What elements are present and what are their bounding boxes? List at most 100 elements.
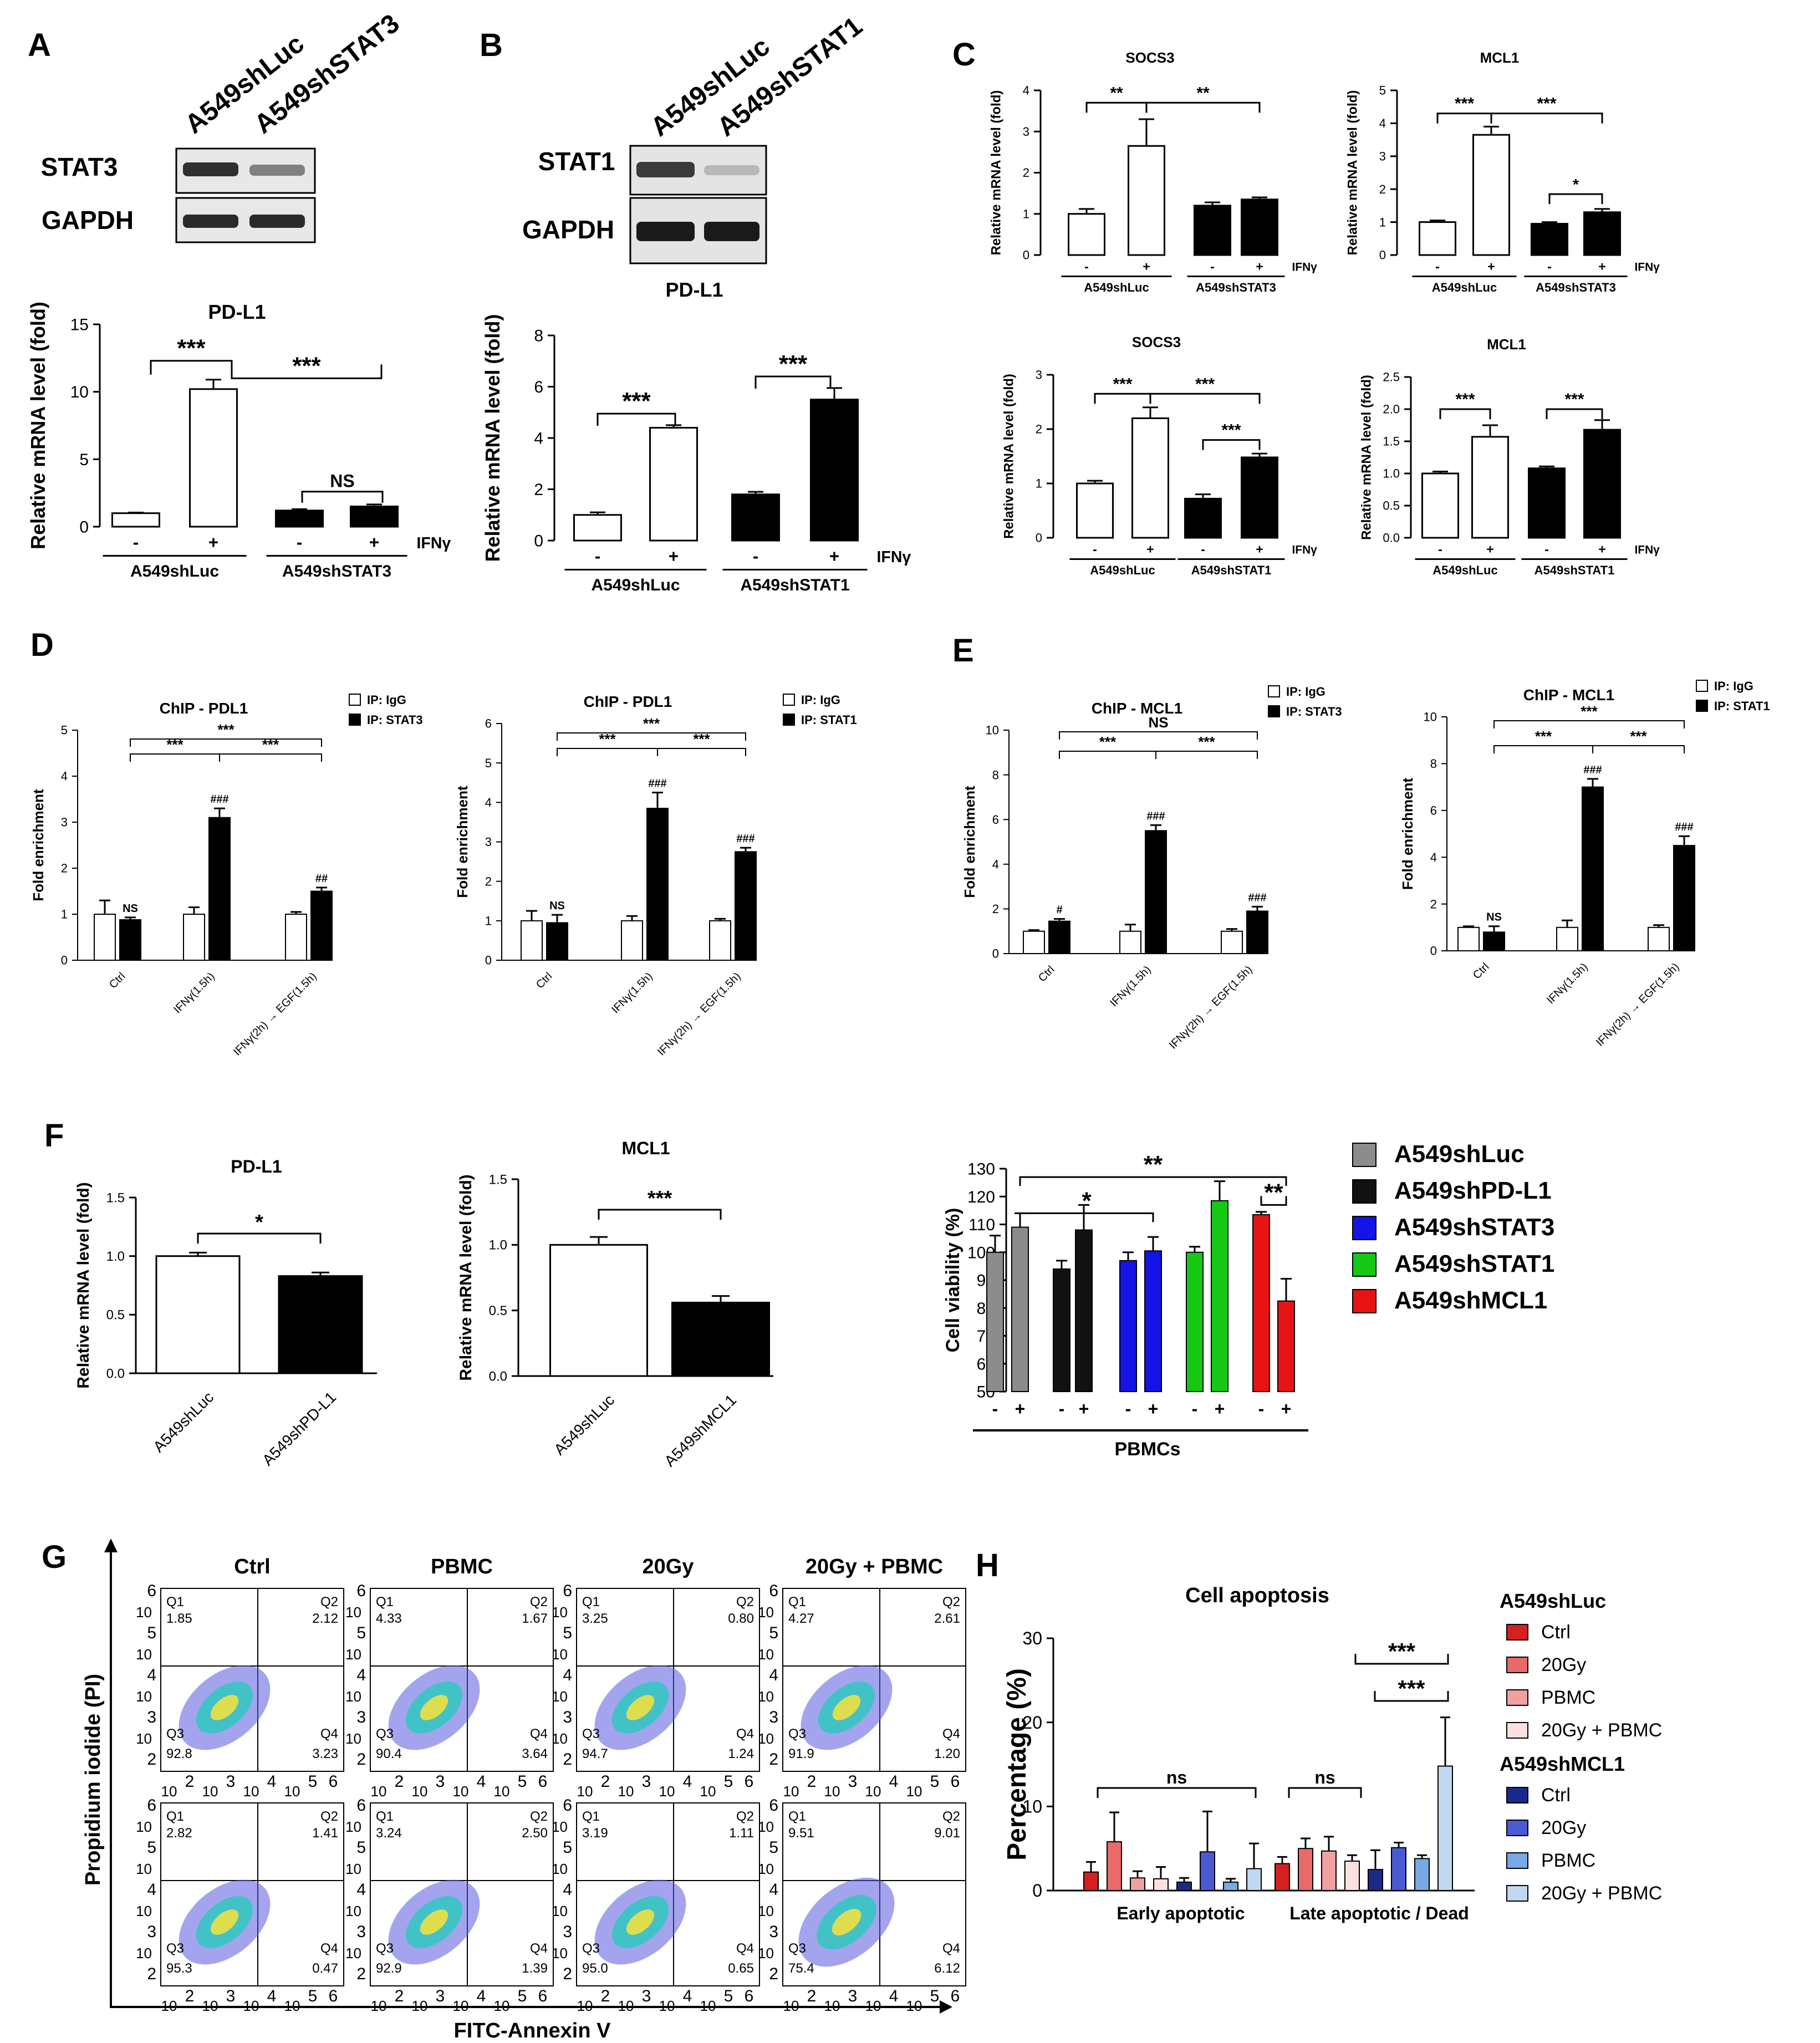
legend-swatch — [1506, 1689, 1528, 1706]
bar — [1414, 1858, 1430, 1892]
y-tick-label: 10 — [345, 1730, 361, 1747]
y-tick-label: 3 — [1023, 125, 1029, 139]
y-tick-label: 10 — [136, 1903, 152, 1919]
blot-band — [183, 215, 238, 228]
y-tick-label: 3 — [61, 816, 68, 829]
sig-label: *** — [166, 736, 183, 753]
x-tick-label: 10 — [494, 1783, 510, 1800]
category-label: IFNγ(1.5h) — [609, 970, 655, 1016]
group-label: A549shLuc — [1090, 563, 1155, 577]
y-tick-label: 10 — [70, 383, 89, 401]
treatment-label: - — [1258, 1399, 1265, 1419]
bar — [350, 506, 399, 528]
y-tick-label: 8 — [534, 327, 543, 345]
quadrant-label: Q2 — [320, 1594, 338, 1609]
sig-label: * — [1082, 1187, 1092, 1214]
x-axis-label: PBMCs — [1114, 1439, 1180, 1460]
y-tick-label: 10 — [552, 1861, 568, 1877]
y-tick-label: 10 — [136, 1688, 152, 1705]
sig-bracket — [1260, 1196, 1287, 1206]
bar — [1075, 1229, 1093, 1393]
ifng-label: IFNγ — [1292, 544, 1318, 557]
sig-label: *** — [779, 350, 808, 378]
x-tick-label: 6 — [329, 1987, 338, 2005]
quadrant-label: Q2 — [736, 1809, 754, 1824]
y-tick-label: 10 — [136, 1646, 152, 1663]
y-tick-label: 0 — [79, 518, 89, 537]
bar — [1107, 1841, 1122, 1892]
bar — [1131, 417, 1169, 539]
y-tick-label: 1.5 — [1383, 435, 1400, 449]
y-tick-label: 3 — [356, 1923, 366, 1941]
bar — [1184, 497, 1222, 539]
x-tick-label: 4 — [889, 1772, 899, 1791]
y-tick-label: 3 — [1379, 150, 1386, 164]
sig-bracket — [197, 1232, 322, 1244]
y-tick-label: 6 — [356, 1796, 366, 1815]
legend-label: Ctrl — [1541, 1785, 1571, 1806]
y-tick-label: 2 — [1023, 166, 1029, 180]
y-tick-label: 4 — [1023, 84, 1029, 98]
group-label: A549shSTAT3 — [282, 562, 391, 580]
y-tick-label: 4 — [563, 1881, 572, 1899]
x-tick-label: 10 — [700, 1998, 716, 2014]
legend-swatch — [783, 694, 795, 706]
bar — [1194, 205, 1231, 256]
group-label: A549shLuc — [130, 562, 219, 580]
legend-group-title: A549shLuc — [1500, 1589, 1606, 1612]
y-tick-label: 4 — [534, 430, 543, 448]
y-tick-label: 10 — [758, 1945, 774, 1962]
category-label: A549shLuc — [150, 1388, 217, 1455]
sig-bracket — [1145, 101, 1261, 113]
group-label: A549shSTAT1 — [740, 576, 849, 594]
legend-swatch — [1506, 1852, 1528, 1869]
quadrant-label: Q3 — [166, 1726, 184, 1741]
group-label: A549shSTAT1 — [1534, 563, 1615, 577]
bar — [1200, 1851, 1215, 1892]
y-tick-label: 130 — [967, 1160, 995, 1179]
x-tick-label: 10 — [618, 1998, 634, 2014]
y-tick-label: 0 — [61, 954, 68, 967]
panel-letter-g: G — [42, 1539, 67, 1575]
density-blob — [626, 1695, 655, 1720]
y-tick-label: 6 — [992, 813, 999, 827]
arrowhead — [940, 2000, 952, 2014]
treatment-label: + — [1281, 1399, 1292, 1419]
x-tick-label: 2 — [601, 1772, 610, 1791]
sig-label: ns — [1314, 1767, 1335, 1787]
x-tick-label: 3 — [642, 1772, 651, 1791]
quadrant-label: Q4 — [736, 1726, 754, 1741]
column-title: Ctrl — [234, 1555, 270, 1578]
legend-label: 20Gy — [1541, 1654, 1586, 1675]
y-axis-label: Relative mRNA level (fold) — [27, 302, 49, 549]
x-tick-label: 10 — [202, 1998, 218, 2014]
y-tick-label: 2 — [356, 1965, 366, 1983]
x-tick-label: 10 — [243, 1783, 259, 1800]
sig-label: *** — [1099, 733, 1117, 750]
sig-bracket — [1592, 745, 1685, 753]
bar — [986, 1251, 1004, 1392]
sig-bracket — [557, 748, 658, 756]
y-tick-label: 0 — [1023, 248, 1029, 262]
blot-band — [249, 215, 305, 228]
y-tick-label: 2 — [1036, 422, 1042, 436]
sig-bracket — [1149, 393, 1261, 404]
y-tick-label: 5 — [147, 1624, 156, 1642]
y-tick-label: 10 — [345, 1861, 361, 1877]
y-tick-label: 0.5 — [1383, 499, 1400, 513]
legend-label: IP: STAT1 — [1714, 699, 1770, 713]
treatment-label: - — [992, 1399, 998, 1419]
legend-label: IP: IgG — [801, 693, 840, 707]
treatment-label: - — [1438, 542, 1442, 557]
legend-swatch — [1352, 1216, 1377, 1240]
y-axis-label: Relative mRNA level (fold) — [988, 90, 1003, 256]
legend-swatch — [1506, 1657, 1528, 1673]
sig-label: *** — [217, 721, 234, 738]
density-blob — [626, 1909, 655, 1935]
legend-swatch — [1268, 705, 1280, 717]
quadrant-label: Q4 — [736, 1941, 754, 1956]
y-tick-label: 0 — [534, 532, 543, 551]
bar — [1457, 926, 1480, 952]
density-blob — [420, 1909, 448, 1935]
y-axis-label: Relative mRNA level (fold) — [1001, 374, 1016, 539]
